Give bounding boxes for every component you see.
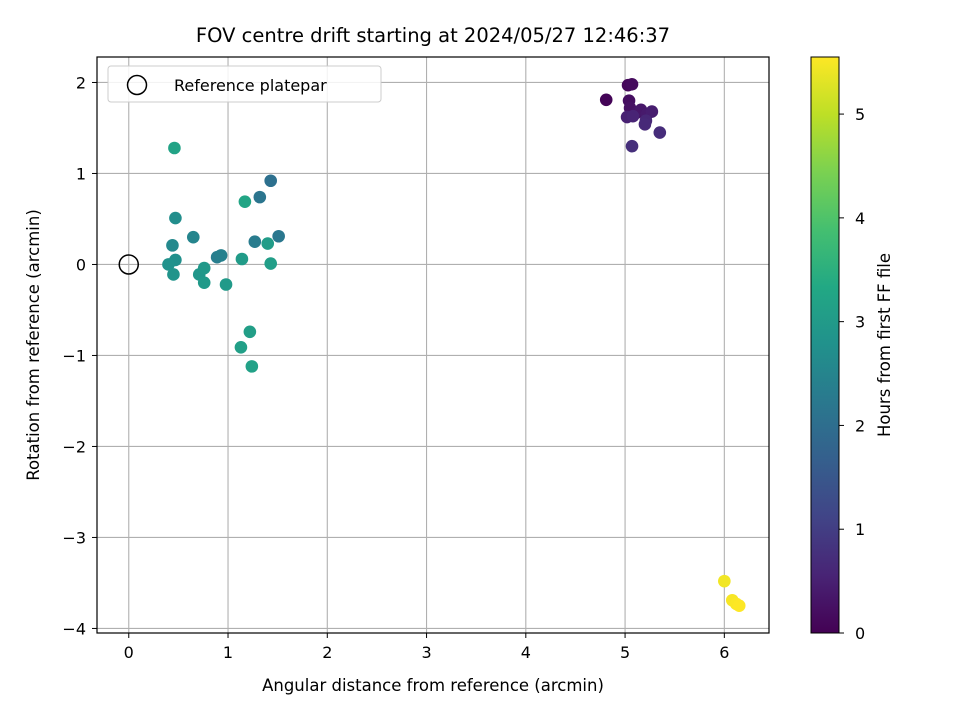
scatter-point <box>214 249 228 262</box>
x-axis-ticks: 0 1 2 3 4 5 6 <box>124 633 729 662</box>
x-axis-label: Angular distance from reference (arcmin) <box>262 676 604 695</box>
colorbar <box>810 56 840 634</box>
y-axis-label: Rotation from reference (arcmin) <box>24 209 43 481</box>
scatter-point <box>235 252 249 266</box>
x-tick-label: 4 <box>521 643 531 662</box>
plot-frame <box>96 56 770 634</box>
scatter-point <box>219 278 233 291</box>
reference-marker-group <box>118 254 140 275</box>
y-axis-ticks: −4 −3 −2 −1 0 1 2 <box>62 73 97 638</box>
scatter-point <box>162 258 175 271</box>
scatter-point <box>248 235 262 249</box>
y-tick-label: −1 <box>62 346 86 365</box>
scatter-point <box>166 239 179 252</box>
y-tick-label: −2 <box>62 437 86 456</box>
scatter-point <box>625 139 639 153</box>
scatter-point <box>169 211 182 225</box>
scatter-point <box>253 190 267 204</box>
scatter-point <box>718 574 731 588</box>
y-tick-label: −4 <box>62 619 86 638</box>
scatter-point <box>638 118 652 131</box>
scatter-point <box>167 268 180 281</box>
scatter-point <box>238 195 252 208</box>
scatter-point <box>264 257 278 270</box>
chart-title: FOV centre drift starting at 2024/05/27 … <box>196 24 670 47</box>
scatter-point <box>168 141 181 155</box>
scatter-point <box>599 93 613 107</box>
x-tick-label: 6 <box>719 643 729 662</box>
scatter-point <box>234 340 248 354</box>
scatter-point <box>197 261 211 275</box>
legend-entry-reference-platepar: Reference platepar <box>174 76 327 95</box>
colorbar-tick-label: 5 <box>855 105 865 124</box>
grid-lines <box>97 57 769 633</box>
scatter-point <box>261 237 275 250</box>
scatter-point <box>732 599 746 613</box>
scatter-point <box>264 174 278 188</box>
colorbar-tick-label: 3 <box>855 313 865 332</box>
colorbar-tick-label: 0 <box>855 624 865 643</box>
y-tick-label: −3 <box>62 528 86 547</box>
scatter-point <box>626 109 640 123</box>
scatter-point <box>186 230 200 244</box>
x-tick-label: 3 <box>421 643 431 662</box>
colorbar-label: Hours from first FF file <box>875 253 894 437</box>
legend-box <box>107 65 382 103</box>
colorbar-tick-label: 2 <box>855 416 865 435</box>
x-tick-label: 1 <box>223 643 233 662</box>
y-tick-label: 0 <box>76 255 86 274</box>
scatter-point <box>243 325 257 339</box>
y-tick-label: 1 <box>76 164 86 183</box>
scatter-point <box>197 276 211 289</box>
colorbar-ticks: 0 1 2 3 4 5 <box>839 105 865 643</box>
scatter-point <box>645 105 659 118</box>
colorbar-tick-label: 1 <box>855 520 865 539</box>
legend: Reference platepar <box>107 65 382 103</box>
reference-platepar-marker <box>118 254 140 275</box>
legend-reference-marker <box>126 74 148 96</box>
scatter-point <box>272 229 285 243</box>
y-tick-label: 2 <box>76 73 86 92</box>
scatter-point <box>625 77 639 91</box>
x-tick-label: 0 <box>124 643 134 662</box>
colorbar-tick-label: 4 <box>855 209 865 228</box>
scatter-point <box>245 360 259 373</box>
x-tick-label: 2 <box>322 643 332 662</box>
scatter-point <box>653 126 667 139</box>
scatter-points <box>162 77 746 613</box>
x-tick-label: 5 <box>620 643 630 662</box>
